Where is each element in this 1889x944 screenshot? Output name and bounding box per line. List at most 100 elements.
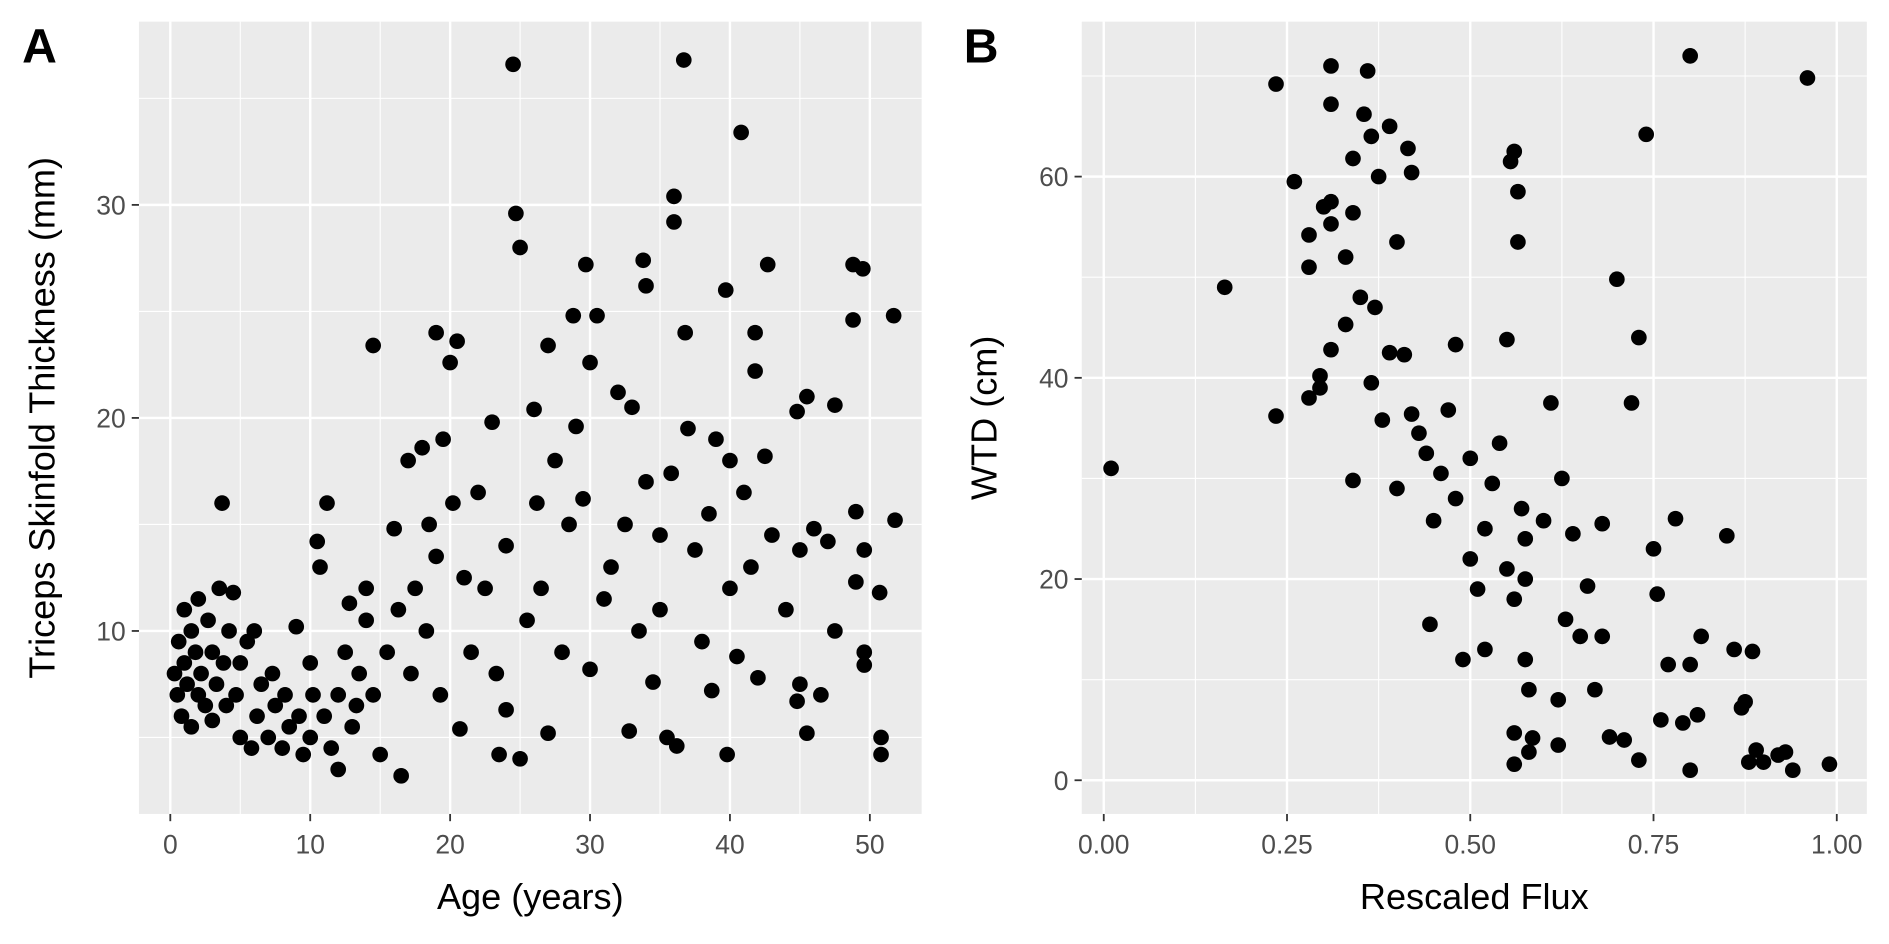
point [871, 584, 888, 601]
point [652, 601, 668, 618]
point [309, 533, 326, 550]
point [578, 256, 594, 273]
y-tick-label: 0 [1054, 766, 1069, 796]
y-tick-label: 40 [1039, 363, 1068, 393]
point [1268, 76, 1284, 92]
point [211, 580, 228, 597]
point [1323, 96, 1339, 112]
x-tick-label: 0.50 [1444, 830, 1496, 860]
point [418, 623, 435, 639]
point [176, 655, 193, 671]
point [414, 439, 430, 456]
points [166, 52, 903, 784]
point [603, 559, 619, 575]
point [512, 750, 528, 767]
panel-label: B [964, 20, 999, 74]
point [1821, 756, 1838, 772]
point [1447, 336, 1464, 353]
point [736, 484, 752, 501]
point [232, 655, 249, 671]
point [204, 644, 221, 661]
point [260, 729, 277, 746]
y-axis-title: WTD (cm) [963, 336, 1004, 500]
point [1524, 730, 1541, 746]
point [208, 676, 225, 693]
point [432, 687, 449, 703]
point [1550, 737, 1567, 753]
point [372, 746, 388, 763]
point [1517, 571, 1534, 587]
point [589, 307, 605, 324]
point [1784, 762, 1801, 779]
point [1411, 425, 1427, 441]
point [365, 337, 382, 354]
point [1521, 744, 1537, 760]
point [1389, 480, 1405, 497]
point [631, 623, 647, 639]
point [428, 324, 444, 341]
point [703, 682, 720, 699]
point [348, 697, 365, 714]
point [1301, 259, 1317, 275]
point [1462, 551, 1479, 567]
point [1675, 715, 1691, 731]
point [1689, 707, 1706, 723]
x-tick-label: 10 [295, 830, 324, 860]
point [488, 665, 505, 682]
point [1469, 581, 1486, 597]
x-tick-label: 0.25 [1261, 830, 1313, 860]
point [1356, 106, 1372, 123]
point [582, 661, 598, 678]
point [291, 708, 307, 725]
point [1737, 693, 1753, 710]
point [183, 623, 200, 639]
point [747, 324, 763, 341]
point [323, 740, 340, 756]
point [1363, 375, 1380, 391]
point [668, 738, 685, 754]
point [484, 414, 500, 431]
point [225, 584, 242, 601]
point [442, 354, 458, 371]
point [1352, 289, 1369, 306]
point [1396, 346, 1413, 363]
point [1565, 525, 1581, 542]
point [873, 729, 889, 746]
point [568, 418, 584, 435]
point [757, 448, 773, 465]
point [1653, 712, 1669, 728]
point [1389, 234, 1405, 250]
point [1323, 341, 1339, 358]
point [554, 644, 570, 661]
point [540, 725, 556, 742]
point [778, 601, 794, 618]
point [1517, 530, 1534, 547]
point [1601, 729, 1618, 745]
point [1740, 754, 1757, 770]
point [512, 239, 528, 256]
point [610, 384, 626, 401]
point [491, 746, 507, 763]
point [789, 403, 805, 420]
point [856, 644, 873, 661]
point [561, 516, 577, 533]
point [848, 574, 864, 590]
x-axis-title: Rescaled Flux [1360, 876, 1589, 917]
point [1744, 643, 1761, 660]
point [1510, 234, 1526, 250]
point [204, 712, 221, 729]
point [253, 676, 270, 693]
point [1337, 316, 1354, 333]
x-tick-label: 1.00 [1811, 830, 1863, 860]
point [1693, 628, 1709, 645]
point [666, 188, 682, 205]
point [190, 591, 207, 607]
point [1440, 402, 1457, 418]
point [173, 708, 190, 725]
point [799, 725, 815, 742]
point [1363, 128, 1380, 145]
point [666, 214, 682, 230]
point [214, 495, 230, 511]
point [341, 595, 358, 612]
point [302, 655, 319, 671]
